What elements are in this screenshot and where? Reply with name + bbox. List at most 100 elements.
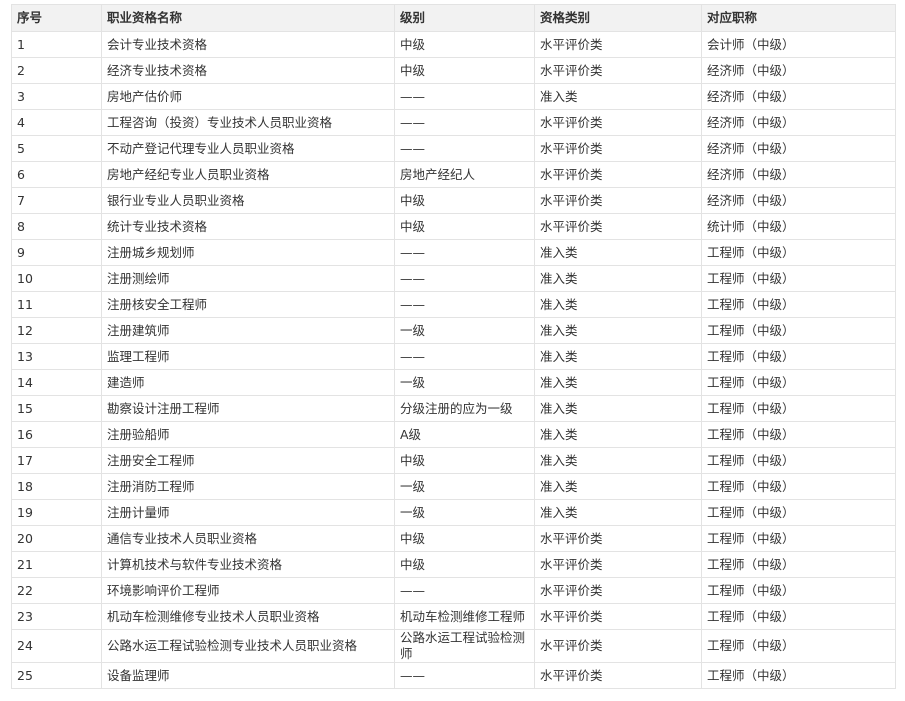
table-cell: —— [394,343,535,370]
table-row: 18 注册消防工程师 一级 准入类 工程师（中级） [11,473,896,500]
table-cell: 一级 [394,499,535,526]
table-cell: 工程师（中级） [701,239,896,266]
table-row: 14 建造师 一级 准入类 工程师（中级） [11,369,896,396]
table-cell: 监理工程师 [101,343,395,370]
table-cell: 注册安全工程师 [101,447,395,474]
table-cell: 15 [11,395,102,422]
table-cell: 工程师（中级） [701,447,896,474]
table-cell: 准入类 [534,291,702,318]
table-row: 19 注册计量师 一级 准入类 工程师（中级） [11,499,896,526]
table-cell: 工程师（中级） [701,473,896,500]
table-cell: 准入类 [534,447,702,474]
table-row: 20 通信专业技术人员职业资格 中级 水平评价类 工程师（中级） [11,525,896,552]
table-cell: 16 [11,421,102,448]
table-cell: 注册消防工程师 [101,473,395,500]
table-cell: 经济师（中级） [701,57,896,84]
table-cell: 建造师 [101,369,395,396]
header-cell: 资格类别 [534,4,702,32]
table-row: 1 会计专业技术资格 中级 水平评价类 会计师（中级） [11,31,896,58]
table-cell: 准入类 [534,317,702,344]
table-cell: 水平评价类 [534,525,702,552]
table-cell: 工程师（中级） [701,421,896,448]
table-row: 10 注册测绘师 —— 准入类 工程师（中级） [11,265,896,292]
table-cell: 10 [11,265,102,292]
table-cell: 13 [11,343,102,370]
table-row: 7 银行业专业人员职业资格 中级 水平评价类 经济师（中级） [11,187,896,214]
table-cell: —— [394,239,535,266]
table-cell: 通信专业技术人员职业资格 [101,525,395,552]
table-cell: 机动车检测维修专业技术人员职业资格 [101,603,395,630]
table-cell: A级 [394,421,535,448]
table-cell: 房地产经纪人 [394,161,535,188]
table-cell: 准入类 [534,421,702,448]
table-cell: 20 [11,525,102,552]
table-cell: 经济师（中级） [701,187,896,214]
table-cell: 设备监理师 [101,662,395,689]
header-cell: 序号 [11,4,102,32]
table-row: 11 注册核安全工程师 —— 准入类 工程师（中级） [11,291,896,318]
table-cell: 22 [11,577,102,604]
table-cell: 23 [11,603,102,630]
table-cell: 统计师（中级） [701,213,896,240]
table-row: 22 环境影响评价工程师 —— 水平评价类 工程师（中级） [11,577,896,604]
table-cell: 水平评价类 [534,187,702,214]
table-cell: 中级 [394,31,535,58]
table-cell: 5 [11,135,102,162]
table-cell: 7 [11,187,102,214]
table-cell: 21 [11,551,102,578]
table-cell: —— [394,577,535,604]
table-cell: 14 [11,369,102,396]
table-cell: —— [394,291,535,318]
table-cell: 会计师（中级） [701,31,896,58]
table-cell: 勘察设计注册工程师 [101,395,395,422]
table-cell: 工程师（中级） [701,662,896,689]
table-row: 24 公路水运工程试验检测专业技术人员职业资格 公路水运工程试验检测师 水平评价类 工程… [11,629,896,663]
table-row: 17 注册安全工程师 中级 准入类 工程师（中级） [11,447,896,474]
table-cell: 注册计量师 [101,499,395,526]
table-cell: 水平评价类 [534,31,702,58]
table-cell: 11 [11,291,102,318]
table-row: 23 机动车检测维修专业技术人员职业资格 机动车检测维修工程师 水平评价类 工程师（中级… [11,603,896,630]
table-cell: 一级 [394,317,535,344]
table-cell: 工程师（中级） [701,525,896,552]
table-cell: 注册城乡规划师 [101,239,395,266]
table-cell: 计算机技术与软件专业技术资格 [101,551,395,578]
table-cell: 8 [11,213,102,240]
table-cell: 水平评价类 [534,161,702,188]
table-cell: 经济师（中级） [701,135,896,162]
table-row: 13 监理工程师 —— 准入类 工程师（中级） [11,343,896,370]
table-cell: 准入类 [534,369,702,396]
table-cell: 水平评价类 [534,135,702,162]
table-cell: 2 [11,57,102,84]
table-cell: —— [394,265,535,292]
table-cell: 注册验船师 [101,421,395,448]
table-cell: 水平评价类 [534,551,702,578]
table-row: 6 房地产经纪专业人员职业资格 房地产经纪人 水平评价类 经济师（中级） [11,161,896,188]
table-cell: 24 [11,629,102,663]
table-cell: 注册核安全工程师 [101,291,395,318]
table-cell: 注册测绘师 [101,265,395,292]
table-cell: 准入类 [534,239,702,266]
table-cell: 工程师（中级） [701,369,896,396]
table-cell: 18 [11,473,102,500]
header-cell: 对应职称 [701,4,896,32]
table-row: 8 统计专业技术资格 中级 水平评价类 统计师（中级） [11,213,896,240]
table-row: 12 注册建筑师 一级 准入类 工程师（中级） [11,317,896,344]
table-row: 25 设备监理师 —— 水平评价类 工程师（中级） [11,662,896,689]
qualification-table: 序号 职业资格名称 级别 资格类别 对应职称 1 会计专业技术资格 中级 水平评价类 会计师（中… [11,4,896,689]
table-row: 16 注册验船师 A级 准入类 工程师（中级） [11,421,896,448]
table-row: 9 注册城乡规划师 —— 准入类 工程师（中级） [11,239,896,266]
table-cell: 中级 [394,187,535,214]
table-cell: 工程师（中级） [701,317,896,344]
table-cell: 4 [11,109,102,136]
table-cell: 工程师（中级） [701,603,896,630]
table-cell: 准入类 [534,83,702,110]
table-cell: 房地产经纪专业人员职业资格 [101,161,395,188]
table-row: 15 勘察设计注册工程师 分级注册的应为一级 准入类 工程师（中级） [11,395,896,422]
table-cell: 9 [11,239,102,266]
table-cell: 经济专业技术资格 [101,57,395,84]
table-cell: 经济师（中级） [701,83,896,110]
table-cell: 6 [11,161,102,188]
table-cell: 17 [11,447,102,474]
